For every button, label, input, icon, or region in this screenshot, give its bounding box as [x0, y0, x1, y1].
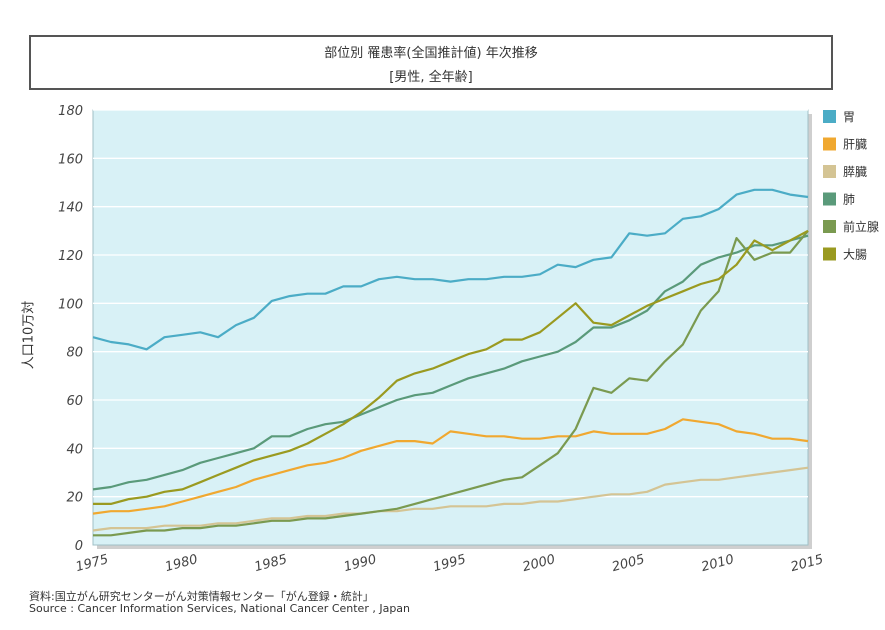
y-tick-label: 160 [58, 152, 83, 167]
series-lines [92, 188, 809, 537]
series-line-6 [93, 229, 809, 505]
y-axis-label: 人口10万対 [21, 300, 37, 370]
x-tick-label: 2010 [700, 552, 736, 575]
chart-title: 部位別 罹患率(全国推計値) 年次推移 [324, 46, 538, 61]
y-tick-label: 180 [58, 104, 83, 119]
chart-subtitle: [男性, 全年齢] [389, 70, 473, 85]
x-tick-label: 1985 [253, 552, 289, 575]
legend-swatch-2 [823, 137, 836, 151]
series-line-3 [92, 466, 809, 532]
y-axis-ticks: 0 20 40 60 80 100 120 140 160 180 [58, 104, 83, 554]
x-tick-label: 1995 [432, 552, 468, 575]
series-line-5 [93, 230, 809, 537]
x-tick-label: 2005 [610, 552, 646, 575]
legend-swatch-5 [823, 220, 836, 233]
legend-swatch-1 [823, 110, 836, 123]
legend-swatch-6 [823, 247, 836, 261]
series-line-2 [92, 418, 809, 515]
y-tick-label: 120 [58, 249, 83, 264]
y-tick-label: 20 [66, 491, 83, 506]
x-axis-ticks: 1975 1980 1985 1990 1995 2000 2005 2010 2015 [74, 552, 825, 575]
x-tick-label: 1975 [74, 552, 110, 575]
series-line-4 [92, 234, 809, 491]
legend-label-1: 胃 [843, 110, 855, 124]
x-tick-label: 2000 [521, 552, 557, 575]
gridlines [93, 109, 808, 498]
plot-area [92, 109, 809, 546]
x-tick-label: 1980 [164, 552, 200, 575]
plot-background [92, 109, 809, 546]
legend-swatch-4 [823, 192, 836, 206]
y-tick-label: 40 [66, 442, 83, 457]
legend-label-2: 肝臓 [843, 138, 867, 152]
y-tick-label: 0 [75, 539, 83, 554]
chart-title-box: 部位別 罹患率(全国推計値) 年次推移 [男性, 全年齢] [29, 35, 833, 90]
y-tick-label: 80 [66, 346, 83, 361]
source-note-ja: 資料:国立がん研究センターがん対策情報センター「がん登録・統計」 [29, 590, 374, 603]
legend-swatch-3 [823, 165, 836, 178]
legend-label-5: 前立腺 [843, 219, 879, 234]
legend-label-6: 大腸 [843, 248, 867, 262]
x-tick-label: 2015 [789, 552, 825, 575]
source-note-en: Source : Cancer Information Services, Na… [29, 602, 411, 615]
legend-label-3: 膵臓 [843, 165, 867, 179]
y-tick-label: 60 [66, 394, 83, 409]
y-tick-label: 100 [58, 297, 83, 312]
x-tick-label: 1990 [342, 552, 378, 575]
legend-label-4: 肺 [843, 193, 855, 207]
series-line-1 [92, 188, 809, 351]
y-tick-label: 140 [58, 201, 83, 216]
